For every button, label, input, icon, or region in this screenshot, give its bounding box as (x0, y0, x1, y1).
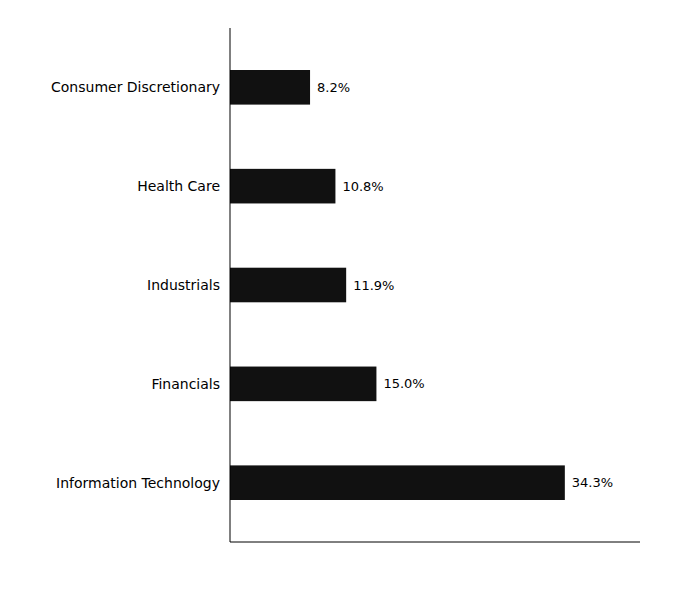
chart: 34.3% 15.0% 11.9% 10.8% 8.2% Information Tech… (0, 0, 696, 612)
data-label: 34.3% (572, 475, 613, 490)
y-tick-label: Industrials (147, 277, 220, 293)
y-axis-line (230, 28, 231, 542)
data-label: 11.9% (353, 278, 394, 293)
y-tick-label: Information Technology (56, 475, 220, 491)
data-labels: 34.3% 15.0% 11.9% 10.8% 8.2% (317, 80, 613, 490)
y-tick-label: Consumer Discretionary (51, 79, 220, 95)
y-tick-labels: Information Technology Financials Industri… (51, 79, 220, 490)
data-label: 8.2% (317, 80, 350, 95)
bar (230, 465, 565, 500)
bar (230, 367, 376, 402)
y-tick-label: Financials (151, 376, 220, 392)
bar (230, 169, 335, 204)
data-label: 15.0% (383, 376, 424, 391)
x-axis-line (230, 542, 640, 543)
bar (230, 70, 310, 105)
y-tick-label: Health Care (137, 178, 220, 194)
bars (230, 70, 565, 500)
chart-container: 34.3% 15.0% 11.9% 10.8% 8.2% Information Tech… (0, 0, 696, 612)
data-label: 10.8% (342, 179, 383, 194)
bar (230, 268, 346, 303)
